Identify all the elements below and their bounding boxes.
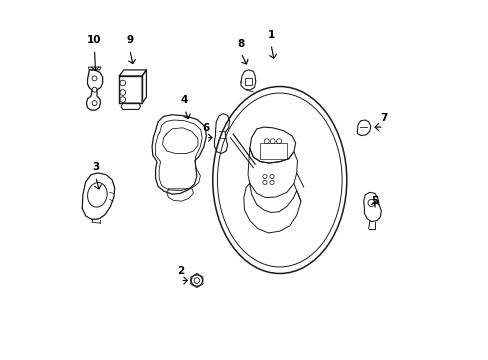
Text: 7: 7: [379, 113, 387, 123]
Bar: [260, 143, 286, 159]
Text: 6: 6: [202, 123, 209, 134]
Text: 2: 2: [176, 266, 183, 276]
Text: 1: 1: [267, 30, 274, 40]
Bar: [244, 78, 252, 85]
Text: 5: 5: [371, 196, 378, 206]
Text: 3: 3: [92, 162, 99, 172]
Text: 10: 10: [87, 35, 102, 45]
Text: 9: 9: [126, 35, 133, 45]
Text: 8: 8: [237, 39, 244, 49]
Text: 4: 4: [181, 95, 188, 105]
